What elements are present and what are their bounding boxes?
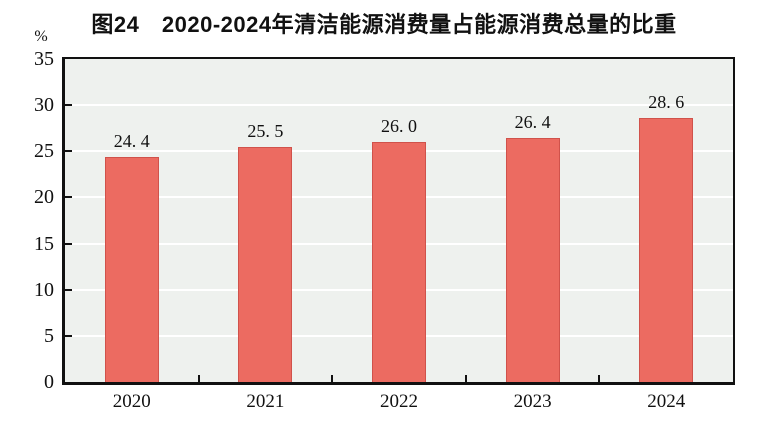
bar-value-label: 28. 6 xyxy=(648,92,685,113)
x-tick-label: 2022 xyxy=(380,391,418,412)
x-axis-tick xyxy=(331,375,334,382)
y-axis-tick xyxy=(65,150,72,153)
x-tick-label: 2023 xyxy=(513,391,552,412)
bar xyxy=(104,156,159,382)
y-tick-label: 35 xyxy=(34,48,54,70)
y-axis-tick xyxy=(65,196,72,199)
x-axis-tick xyxy=(197,375,200,382)
x-tick-label: 2021 xyxy=(246,391,285,412)
y-axis-tick xyxy=(65,334,72,337)
y-tick-label: 0 xyxy=(44,371,54,393)
gridline xyxy=(65,104,733,107)
chart-title: 图24 2020-2024年清洁能源消费量占能源消费总量的比重 xyxy=(91,12,677,37)
x-axis-tick xyxy=(464,375,467,382)
bar-value-label: 26. 0 xyxy=(381,116,417,137)
y-axis-unit-label: % xyxy=(34,28,48,45)
bar xyxy=(505,138,560,382)
x-tick-label: 2020 xyxy=(112,391,151,412)
bar-value-label: 24. 4 xyxy=(113,130,150,151)
y-tick-label: 5 xyxy=(44,324,54,347)
y-axis-tick xyxy=(65,288,72,291)
y-tick-label: 30 xyxy=(34,94,54,117)
y-axis-tick xyxy=(65,242,72,245)
y-axis-tick xyxy=(65,104,72,107)
x-tick-label: 2024 xyxy=(647,391,686,412)
y-tick-label: 25 xyxy=(34,140,54,163)
bar-value-label: 26. 4 xyxy=(514,112,551,133)
plot-area: 24. 4 25. 5 26. 0 26. 4 28. 6 xyxy=(62,57,735,385)
bar-value-label: 25. 5 xyxy=(247,120,284,141)
bar xyxy=(238,146,293,382)
y-tick-label: 10 xyxy=(34,278,54,301)
y-tick-label: 15 xyxy=(34,232,54,255)
y-tick-label: 20 xyxy=(34,186,54,209)
x-axis-tick xyxy=(598,375,601,382)
bar xyxy=(639,118,694,382)
bar xyxy=(372,142,426,382)
